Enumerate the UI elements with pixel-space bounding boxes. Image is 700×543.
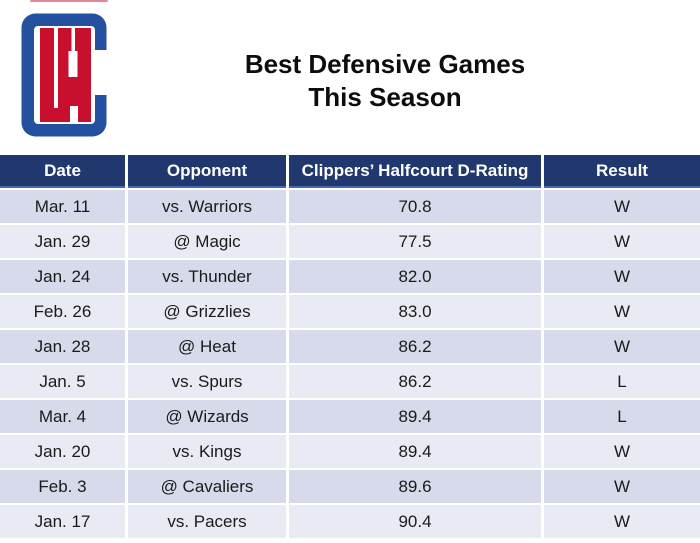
result-cell: W	[544, 330, 700, 363]
slide-title-line2: This Season	[308, 82, 462, 112]
logo-top-red-fragment	[30, 0, 108, 2]
opponent-cell: @ Grizzlies	[128, 295, 286, 328]
slide-title-line1: Best Defensive Games	[244, 49, 526, 79]
opponent-cell: vs. Pacers	[128, 505, 286, 538]
date-cell: Jan. 20	[0, 435, 125, 468]
date-cell: Mar. 11	[0, 190, 125, 223]
table-row: Feb. 3 @ Cavaliers 89.6 W	[0, 470, 700, 503]
column-header-date: Date	[0, 155, 125, 188]
result-cell: W	[544, 505, 700, 538]
table-row: Jan. 29 @ Magic 77.5 W	[0, 225, 700, 258]
result-cell: L	[544, 365, 700, 398]
column-header-result: Result	[544, 155, 700, 188]
opponent-cell: @ Cavaliers	[128, 470, 286, 503]
date-cell: Jan. 17	[0, 505, 125, 538]
opponent-cell: vs. Thunder	[128, 260, 286, 293]
table-row: Jan. 28 @ Heat 86.2 W	[0, 330, 700, 363]
table-row: Mar. 4 @ Wizards 89.4 L	[0, 400, 700, 433]
table-row: Mar. 11 vs. Warriors 70.8 W	[0, 190, 700, 223]
d-rating-cell: 89.4	[289, 435, 541, 468]
table-row: Feb. 26 @ Grizzlies 83.0 W	[0, 295, 700, 328]
d-rating-cell: 83.0	[289, 295, 541, 328]
result-cell: W	[544, 470, 700, 503]
d-rating-cell: 90.4	[289, 505, 541, 538]
date-cell: Feb. 3	[0, 470, 125, 503]
d-rating-cell: 82.0	[289, 260, 541, 293]
table-row: Jan. 5 vs. Spurs 86.2 L	[0, 365, 700, 398]
table-row: Jan. 17 vs. Pacers 90.4 W	[0, 505, 700, 538]
date-cell: Jan. 24	[0, 260, 125, 293]
d-rating-cell: 89.6	[289, 470, 541, 503]
table-header-row: Date Opponent Clippers’ Halfcourt D-Rati…	[0, 155, 700, 188]
date-cell: Feb. 26	[0, 295, 125, 328]
opponent-cell: vs. Spurs	[128, 365, 286, 398]
column-header-d-rating: Clippers’ Halfcourt D-Rating	[289, 155, 541, 188]
opponent-cell: @ Wizards	[128, 400, 286, 433]
d-rating-cell: 86.2	[289, 365, 541, 398]
defensive-games-table: Date Opponent Clippers’ Halfcourt D-Rati…	[0, 155, 700, 540]
table-body: Mar. 11 vs. Warriors 70.8 W Jan. 29 @ Ma…	[0, 190, 700, 538]
opponent-cell: vs. Kings	[128, 435, 286, 468]
result-cell: W	[544, 190, 700, 223]
table-row: Jan. 20 vs. Kings 89.4 W	[0, 435, 700, 468]
opponent-cell: @ Magic	[128, 225, 286, 258]
result-cell: W	[544, 295, 700, 328]
result-cell: W	[544, 225, 700, 258]
d-rating-cell: 77.5	[289, 225, 541, 258]
la-clippers-logo-icon	[21, 13, 107, 137]
d-rating-cell: 70.8	[289, 190, 541, 223]
opponent-cell: vs. Warriors	[128, 190, 286, 223]
result-cell: W	[544, 260, 700, 293]
date-cell: Mar. 4	[0, 400, 125, 433]
d-rating-cell: 86.2	[289, 330, 541, 363]
opponent-cell: @ Heat	[128, 330, 286, 363]
result-cell: W	[544, 435, 700, 468]
slide-title: Best Defensive Games This Season	[160, 48, 610, 114]
result-cell: L	[544, 400, 700, 433]
la-clippers-logo-svg	[21, 13, 107, 137]
column-header-opponent: Opponent	[128, 155, 286, 188]
d-rating-cell: 89.4	[289, 400, 541, 433]
date-cell: Jan. 5	[0, 365, 125, 398]
date-cell: Jan. 28	[0, 330, 125, 363]
table-row: Jan. 24 vs. Thunder 82.0 W	[0, 260, 700, 293]
date-cell: Jan. 29	[0, 225, 125, 258]
